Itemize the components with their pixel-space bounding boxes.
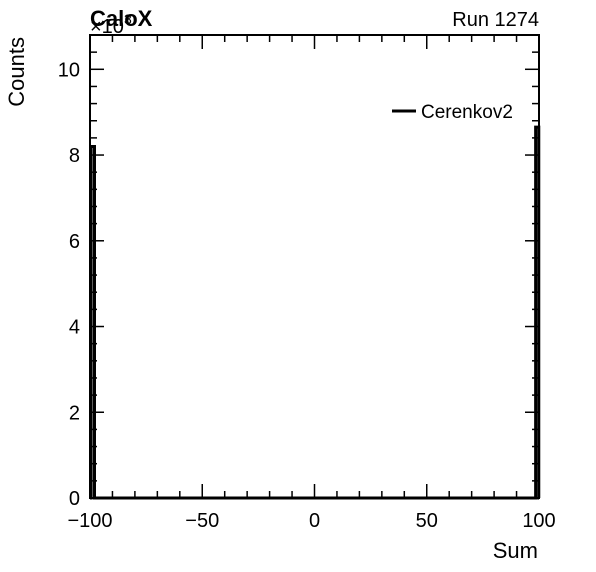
- legend-label-cerenkov2: Cerenkov2: [421, 102, 513, 123]
- y-tick-label: 8: [69, 145, 80, 167]
- y-tick-label: 2: [69, 402, 80, 424]
- y-tick-label: 10: [58, 59, 80, 81]
- y-tick-label: 0: [69, 488, 80, 510]
- x-tick-label: −50: [185, 510, 219, 532]
- series-cerenkov2-histogram: [89, 125, 541, 500]
- y-axis-label: Counts: [4, 37, 29, 107]
- axis-tick-labels: −100 −50 0 50 100 0 2 4 6 8 10: [58, 59, 556, 532]
- x-axis-label: Sum: [493, 538, 538, 563]
- chart-left-title: CaloX: [90, 6, 153, 31]
- chart-right-title: Run 1274: [452, 9, 539, 31]
- x-tick-label: 0: [309, 510, 320, 532]
- y-axis-multiplier: ×103: [90, 11, 132, 38]
- y-tick-label: 6: [69, 231, 80, 253]
- legend: Cerenkov2: [392, 102, 513, 123]
- x-tick-label: 100: [522, 510, 555, 532]
- x-tick-label: 50: [416, 510, 438, 532]
- y-tick-label: 4: [69, 317, 80, 339]
- x-tick-label: −100: [67, 510, 112, 532]
